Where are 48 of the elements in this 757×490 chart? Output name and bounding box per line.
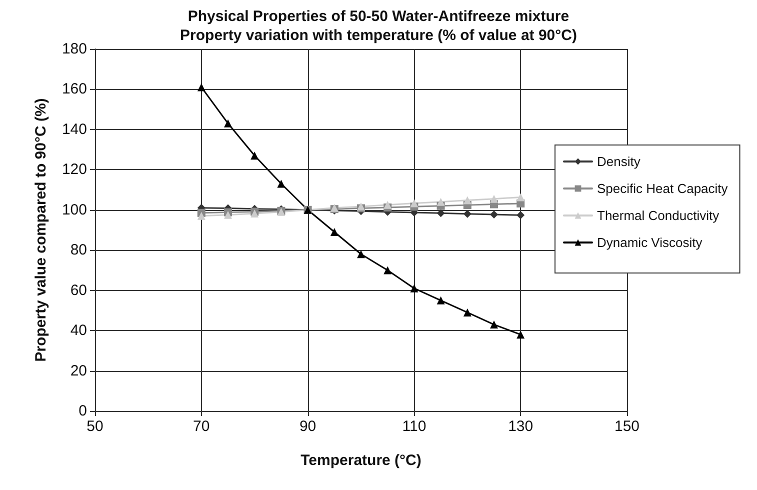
point: [436, 198, 445, 206]
y-tick-label: 20: [70, 362, 87, 380]
point: [490, 320, 498, 329]
point: [490, 194, 498, 203]
y-tick-label: 100: [62, 201, 87, 218]
y-tick-label: 160: [62, 80, 87, 98]
point: [224, 210, 232, 219]
y-tick-label: 180: [62, 40, 87, 58]
legend-label: Specific Heat Capacity: [597, 181, 728, 196]
point: [410, 284, 418, 292]
y-axis-title: Property value compared to 90°C (%): [32, 98, 50, 362]
point: [330, 228, 338, 236]
point: [463, 308, 472, 316]
y-tick-label: 0: [78, 402, 87, 420]
point: [197, 212, 206, 220]
x-tick-label: 130: [508, 418, 534, 435]
point: [384, 266, 392, 274]
x-tick-label: 50: [86, 418, 104, 435]
point: [277, 180, 286, 188]
chart-subtitle: Property variation with temperature (% of value at 90°C): [180, 27, 577, 44]
point: [463, 196, 472, 204]
point: [384, 200, 392, 209]
point: [490, 210, 498, 219]
legend-label: Thermal Conductivity: [597, 208, 720, 223]
point: [516, 193, 525, 202]
point: [516, 211, 525, 220]
point: [436, 296, 445, 304]
y-tick-label: 60: [70, 282, 87, 299]
point: [357, 250, 365, 258]
legend-label: Density: [597, 154, 641, 169]
y-tick-label: 120: [62, 161, 87, 178]
y-tick-label: 40: [70, 322, 87, 340]
chart-title: Physical Properties of 50-50 Water-Antifreeze mixture: [188, 8, 570, 25]
x-axis-title: Temperature (°C): [300, 452, 422, 469]
point: [463, 210, 472, 218]
point: [516, 330, 525, 339]
point: [197, 83, 206, 92]
point: [250, 152, 259, 160]
y-tick-label: 140: [62, 120, 87, 138]
legend-label: Dynamic Viscosity: [597, 235, 703, 250]
y-tick-label: 80: [70, 242, 87, 259]
x-tick-label: 150: [614, 418, 640, 435]
x-tick-label: 90: [299, 418, 316, 435]
x-tick-label: 110: [402, 418, 426, 435]
point: [224, 119, 232, 128]
point: [410, 199, 418, 208]
point: [436, 209, 445, 218]
x-tick-label: 70: [193, 418, 210, 435]
